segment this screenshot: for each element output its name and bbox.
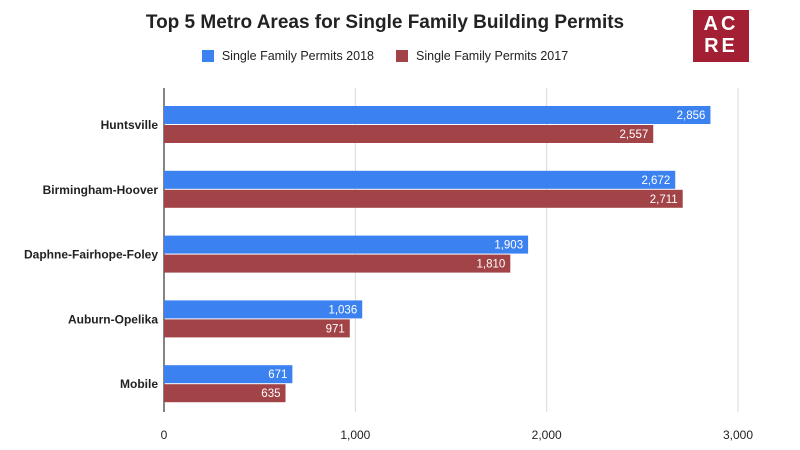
value-label-mobile-2018: 671 [268,369,287,381]
legend-label-2017: Single Family Permits 2017 [416,49,569,63]
value-label-daphne-fairhope-foley-2017: 1,810 [477,259,506,271]
bar-auburn-opelika-2017 [164,319,350,338]
category-label-mobile: Mobile [120,377,158,391]
logo-text-line2: RE [704,35,738,57]
x-tick-label-2000: 2,000 [532,428,562,442]
bar-birmingham-hoover-2018 [164,170,676,189]
x-tick-label-1000: 1,000 [340,428,370,442]
value-label-auburn-opelika-2018: 1,036 [328,304,357,316]
bar-mobile-2017 [164,384,286,403]
bar-birmingham-hoover-2017 [164,189,683,208]
bar-daphne-fairhope-foley-2018 [164,235,529,254]
value-label-daphne-fairhope-foley-2018: 1,903 [494,240,523,252]
category-label-birmingham-hoover: Birmingham-Hoover [43,183,159,197]
acre-logo: AC RE [693,10,749,62]
value-label-mobile-2017: 635 [261,388,280,400]
legend-item-2018: Single Family Permits 2018 [201,49,374,63]
legend-swatch-2018 [201,50,214,62]
bar-huntsville-2017 [164,125,654,143]
legend-item-2017: Single Family Permits 2017 [396,49,568,63]
value-label-birmingham-hoover-2017: 2,711 [650,194,678,206]
bar-huntsville-2018 [164,106,711,124]
value-label-birmingham-hoover-2018: 2,672 [641,175,670,187]
category-label-auburn-opelika: Auburn-Opelika [68,312,158,326]
value-label-huntsville-2017: 2,557 [619,129,648,141]
bar-auburn-opelika-2018 [164,300,363,319]
bar-mobile-2018 [164,365,293,384]
category-label-daphne-fairhope-foley: Daphne-Fairhope-Foley [24,248,158,262]
legend-label-2018: Single Family Permits 2018 [221,49,374,63]
bar-daphne-fairhope-foley-2017 [164,254,511,273]
x-tick-label-3000: 3,000 [723,428,753,442]
category-label-huntsville: Huntsville [101,118,159,132]
value-label-auburn-opelika-2017: 971 [326,323,345,335]
x-tick-label-0: 0 [161,428,168,442]
logo-text-line1: AC [703,13,739,35]
value-label-huntsville-2018: 2,856 [677,110,706,122]
chart-legend: Single Family Permits 2018 Single Family… [0,49,770,63]
chart-title: Top 5 Metro Areas for Single Family Buil… [145,12,625,33]
legend-swatch-2017 [396,50,408,62]
